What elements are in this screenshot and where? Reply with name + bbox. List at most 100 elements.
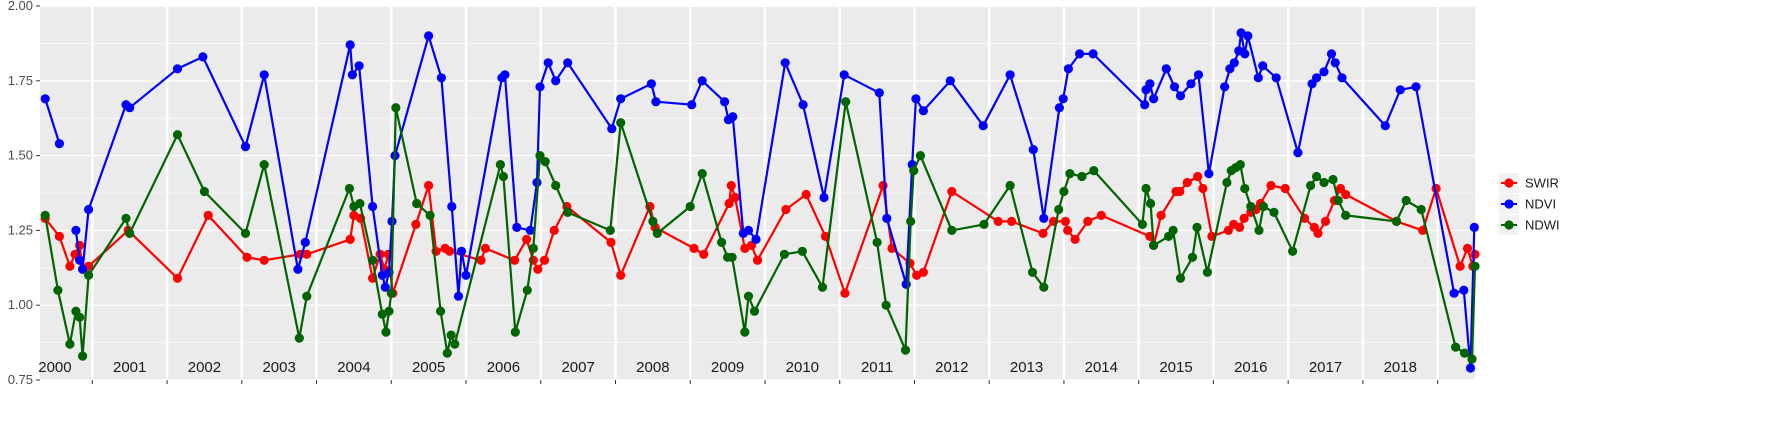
data-point bbox=[425, 210, 435, 220]
year-label: 2008 bbox=[636, 359, 669, 376]
data-point bbox=[125, 103, 135, 113]
data-point bbox=[1469, 222, 1479, 232]
data-point bbox=[535, 151, 545, 161]
data-point bbox=[528, 243, 538, 253]
data-point bbox=[1258, 201, 1269, 212]
data-point bbox=[199, 186, 209, 197]
data-point bbox=[293, 264, 303, 274]
legend: SWIR NDVI NDWI bbox=[1499, 173, 1560, 235]
year-label: 2018 bbox=[1384, 359, 1417, 376]
data-point bbox=[1313, 228, 1323, 238]
data-point bbox=[1312, 171, 1322, 182]
y-tick-label: 1.50 bbox=[8, 148, 33, 163]
year-label: 2003 bbox=[262, 359, 295, 376]
data-point bbox=[781, 204, 791, 215]
data-point bbox=[730, 192, 740, 203]
data-point bbox=[1198, 183, 1208, 194]
data-point bbox=[1380, 121, 1390, 131]
data-point bbox=[1083, 216, 1093, 226]
data-point bbox=[911, 94, 921, 104]
data-point bbox=[1065, 169, 1075, 179]
data-point bbox=[522, 234, 532, 244]
y-tick-label: 2.00 bbox=[8, 0, 33, 13]
data-point bbox=[1054, 103, 1064, 113]
data-point bbox=[993, 216, 1003, 226]
data-point bbox=[1077, 171, 1087, 182]
data-point bbox=[1070, 234, 1080, 244]
data-point bbox=[1269, 207, 1279, 217]
data-point bbox=[918, 267, 929, 277]
year-label: 2017 bbox=[1309, 359, 1342, 376]
data-point bbox=[1258, 61, 1268, 71]
year-label: 2016 bbox=[1234, 359, 1267, 376]
data-point bbox=[717, 237, 727, 247]
data-point bbox=[525, 225, 535, 235]
data-point bbox=[381, 327, 391, 337]
data-point bbox=[1470, 261, 1480, 271]
y-tick-label: 1.75 bbox=[8, 73, 33, 88]
data-point bbox=[453, 291, 464, 301]
data-point bbox=[384, 306, 394, 316]
data-point bbox=[1240, 49, 1250, 59]
data-point bbox=[1156, 210, 1166, 220]
data-point bbox=[411, 219, 421, 229]
data-point bbox=[563, 207, 573, 217]
y-tick-label: 1.00 bbox=[8, 297, 33, 312]
data-point bbox=[510, 327, 520, 337]
data-point bbox=[947, 186, 957, 197]
data-point bbox=[1027, 267, 1038, 277]
data-point bbox=[839, 70, 849, 80]
y-axis: 0.75 1.00 1.25 1.50 1.75 2.00 bbox=[8, 0, 40, 387]
data-point bbox=[172, 273, 183, 283]
data-point bbox=[874, 88, 884, 98]
data-point bbox=[1335, 183, 1346, 194]
year-label: 2000 bbox=[38, 359, 71, 376]
year-label: 2012 bbox=[935, 359, 968, 376]
data-point bbox=[1320, 216, 1331, 226]
data-point bbox=[945, 76, 955, 86]
data-point bbox=[380, 282, 390, 292]
data-point bbox=[84, 204, 94, 215]
data-point bbox=[1175, 273, 1186, 283]
data-point bbox=[1416, 204, 1426, 215]
data-point bbox=[1470, 249, 1480, 259]
data-point bbox=[54, 139, 64, 149]
data-point bbox=[1193, 70, 1204, 80]
data-point bbox=[1341, 189, 1351, 200]
data-point bbox=[819, 192, 829, 203]
data-point bbox=[606, 237, 616, 247]
data-point bbox=[728, 112, 738, 122]
data-point bbox=[751, 234, 761, 244]
data-point bbox=[798, 100, 808, 110]
data-point bbox=[1319, 67, 1329, 77]
data-point bbox=[1306, 180, 1316, 191]
data-point bbox=[616, 118, 626, 128]
data-point bbox=[878, 180, 888, 191]
data-point bbox=[1141, 183, 1151, 194]
data-point bbox=[1137, 219, 1147, 229]
data-point bbox=[1168, 225, 1178, 235]
data-point bbox=[1096, 210, 1106, 220]
data-point bbox=[780, 58, 790, 68]
data-point bbox=[498, 171, 508, 182]
data-point bbox=[446, 330, 456, 340]
data-point bbox=[480, 243, 490, 253]
data-point bbox=[1240, 183, 1250, 194]
data-point bbox=[450, 339, 460, 349]
data-point bbox=[1293, 148, 1303, 158]
data-point bbox=[78, 351, 88, 361]
data-point bbox=[75, 255, 85, 265]
data-point bbox=[1161, 64, 1171, 74]
data-point bbox=[1182, 177, 1192, 188]
data-point bbox=[1204, 169, 1214, 179]
data-point bbox=[1192, 222, 1202, 232]
data-point bbox=[1187, 252, 1198, 262]
data-point bbox=[881, 300, 891, 310]
data-point bbox=[347, 70, 357, 80]
data-point bbox=[424, 31, 434, 41]
data-point bbox=[1455, 261, 1465, 271]
data-point bbox=[522, 285, 532, 295]
legend-item-swir: SWIR bbox=[1499, 173, 1559, 193]
year-label: 2015 bbox=[1159, 359, 1192, 376]
